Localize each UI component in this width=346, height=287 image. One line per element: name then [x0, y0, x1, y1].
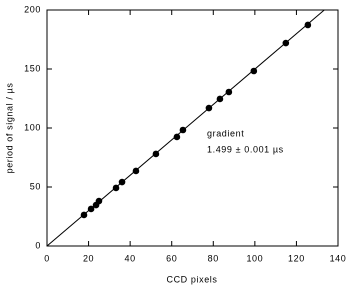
x-axis-label: CCD pixels [166, 274, 217, 284]
data-point [118, 178, 126, 186]
x-tick-label: 60 [166, 253, 177, 263]
data-point [225, 88, 233, 96]
x-tick-label: 120 [288, 253, 305, 263]
data-point [173, 133, 181, 141]
data-point [205, 104, 213, 112]
data-point [250, 67, 258, 75]
data-point [87, 205, 95, 213]
data-point [132, 167, 140, 175]
x-tick-label: 0 [44, 253, 50, 263]
y-tick-label: 100 [24, 122, 41, 132]
annotation: 1.499 ± 0.001 µs [207, 144, 284, 154]
y-tick-label: 200 [24, 4, 41, 14]
annotation: gradient [207, 128, 244, 138]
y-axis-label: period of signal / µs [4, 83, 14, 174]
data-point [282, 39, 290, 47]
x-tick-label: 80 [208, 253, 219, 263]
data-point [112, 184, 120, 192]
data-point [179, 126, 187, 134]
x-tick-label: 20 [83, 253, 94, 263]
x-tick-label: 40 [125, 253, 136, 263]
x-tick-label: 140 [330, 253, 346, 263]
data-point [152, 150, 160, 158]
y-tick-label: 150 [24, 63, 41, 73]
data-point [304, 21, 312, 29]
y-tick-label: 50 [30, 181, 41, 191]
x-tick-label: 100 [246, 253, 263, 263]
data-point [95, 197, 103, 205]
y-tick-label: 0 [35, 240, 41, 250]
data-point [80, 211, 88, 219]
data-point [216, 95, 224, 103]
